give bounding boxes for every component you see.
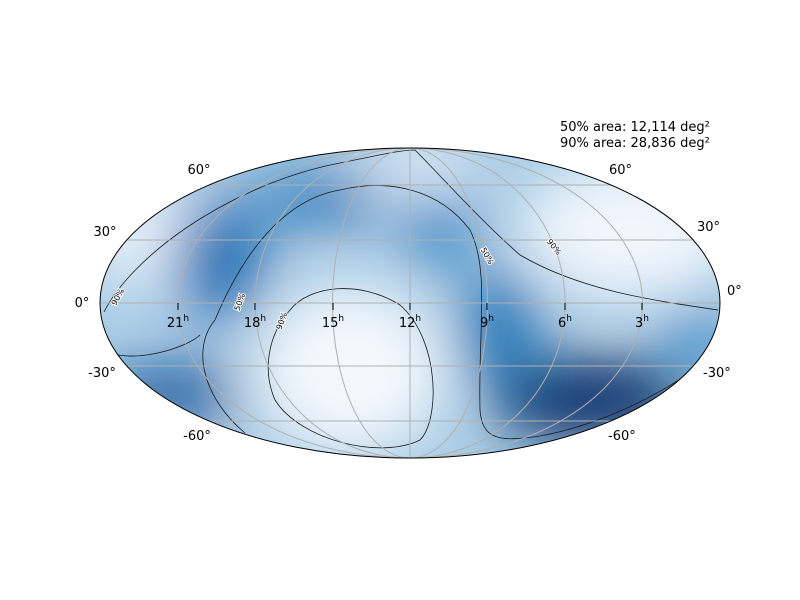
ra-label: 6h [558, 314, 572, 331]
dec-label: -30° [703, 366, 731, 381]
dec-label: 60° [187, 163, 210, 178]
ra-label: 12h [399, 314, 421, 331]
ra-label: 15h [322, 314, 344, 331]
ra-hour: 3 [635, 316, 643, 331]
ra-unit: h [415, 314, 421, 324]
ra-unit: h [488, 314, 494, 324]
ra-label: 21h [167, 314, 189, 331]
dec-label: 30° [93, 225, 116, 240]
dec-label: 30° [697, 220, 720, 235]
map-border [99, 147, 721, 459]
ra-hour: 15 [322, 316, 339, 331]
dec-label: 0° [75, 296, 90, 311]
area-annotation: 90% area: 28,836 deg² [560, 136, 710, 151]
dec-label: 0° [727, 284, 742, 299]
ra-unit: h [566, 314, 572, 324]
ra-label: 3h [635, 314, 649, 331]
area-annotation: 50% area: 12,114 deg² [560, 120, 710, 135]
dec-label: -60° [608, 429, 636, 444]
dec-label: -60° [183, 429, 211, 444]
ra-label: 9h [480, 314, 494, 331]
contour-line [103, 149, 719, 313]
ra-unit: h [643, 314, 649, 324]
ra-unit: h [338, 314, 344, 324]
ra-hour: 21 [167, 316, 184, 331]
ra-hour: 6 [558, 316, 566, 331]
ra-label: 18h [244, 314, 266, 331]
ra-hour: 18 [244, 316, 261, 331]
contour-line [267, 288, 434, 449]
ra-hour: 9 [480, 316, 488, 331]
contour-line [117, 334, 201, 357]
dec-label: -30° [88, 366, 116, 381]
dec-label: 60° [609, 163, 632, 178]
ra-unit: h [260, 314, 266, 324]
contour-line [202, 185, 697, 440]
ra-unit: h [183, 314, 189, 324]
ra-hour: 12 [399, 316, 416, 331]
